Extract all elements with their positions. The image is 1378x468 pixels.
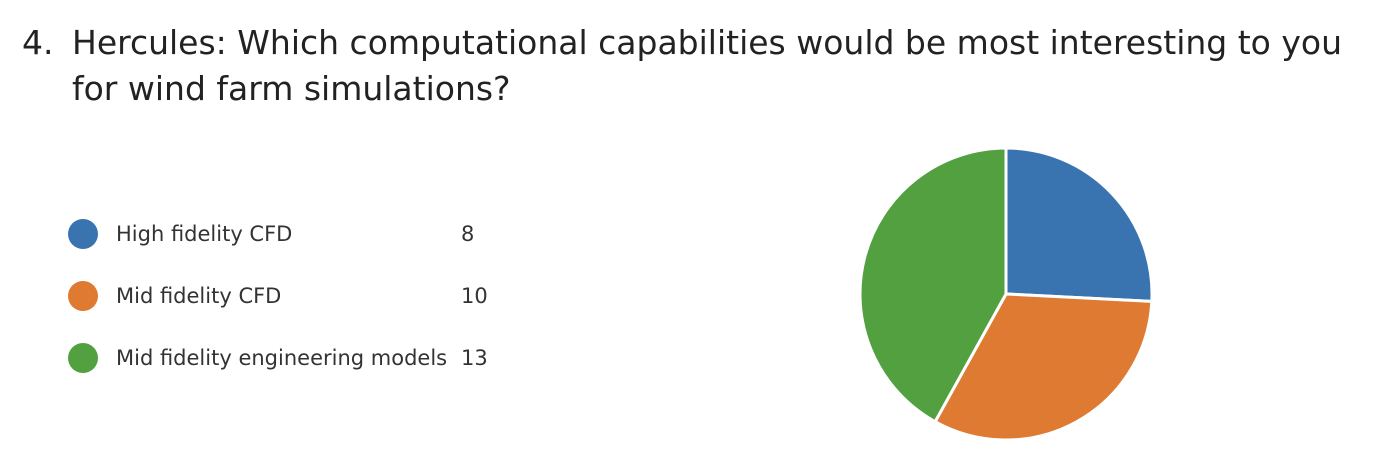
legend-item-mid-fidelity-cfd: Mid fidelity CFD 10 bbox=[68, 265, 488, 327]
legend-item-mid-fidelity-engineering-models: Mid fidelity engineering models 13 bbox=[68, 327, 488, 389]
legend-dot-icon bbox=[68, 281, 98, 311]
legend-label: High fidelity CFD bbox=[116, 222, 293, 246]
question-number: 4. bbox=[22, 23, 54, 62]
question-title: 4. Hercules: Which computational capabil… bbox=[22, 20, 1362, 112]
legend-label: Mid fidelity engineering models bbox=[116, 346, 448, 370]
legend-item-high-fidelity-cfd: High fidelity CFD 8 bbox=[68, 203, 488, 265]
pie-slice-high-fidelity-cfd bbox=[1004, 146, 1154, 303]
legend-count: 10 bbox=[461, 284, 488, 308]
legend-label: Mid fidelity CFD bbox=[116, 284, 282, 308]
question-text: Hercules: Which computational capabiliti… bbox=[72, 23, 1343, 108]
pie-slice-mid-fidelity-cfd bbox=[933, 292, 1154, 442]
pie-slice-mid-fidelity-engineering-models bbox=[858, 146, 1008, 424]
pie-chart-svg bbox=[858, 146, 1154, 442]
chart-legend: High fidelity CFD 8 Mid fidelity CFD 10 … bbox=[68, 203, 488, 389]
pie-chart bbox=[855, 143, 1157, 445]
legend-count: 13 bbox=[461, 346, 488, 370]
legend-count: 8 bbox=[461, 222, 475, 246]
legend-dot-icon bbox=[68, 219, 98, 249]
legend-dot-icon bbox=[68, 343, 98, 373]
